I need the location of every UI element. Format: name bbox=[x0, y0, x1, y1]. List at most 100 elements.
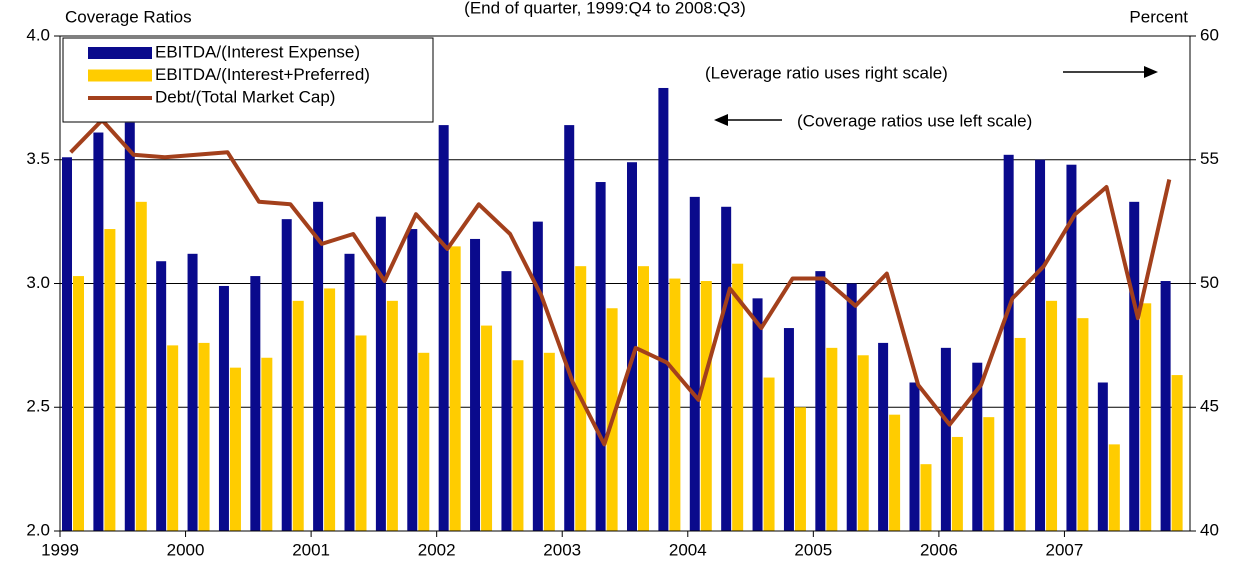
bar bbox=[1003, 154, 1014, 532]
bar bbox=[983, 417, 995, 531]
bar bbox=[250, 276, 261, 531]
arrow-head bbox=[1144, 66, 1158, 78]
bar bbox=[878, 342, 889, 531]
bar bbox=[1066, 164, 1077, 531]
bar bbox=[638, 266, 649, 531]
y2-tick-label: 40 bbox=[1200, 520, 1219, 539]
x-tick-label: 2003 bbox=[543, 540, 581, 559]
bar bbox=[595, 182, 606, 531]
annotation: (Coverage ratios use left scale) bbox=[797, 111, 1032, 130]
bar bbox=[73, 276, 84, 531]
plot-frame bbox=[59, 35, 1191, 532]
x-tick-label: 2007 bbox=[1046, 540, 1084, 559]
y2-tick-label: 50 bbox=[1200, 273, 1219, 292]
bar bbox=[763, 377, 775, 531]
bar bbox=[752, 298, 763, 531]
bar bbox=[135, 201, 147, 531]
bar bbox=[62, 157, 72, 531]
bar bbox=[889, 414, 901, 531]
bar bbox=[815, 271, 826, 531]
y-tick-label: 4.0 bbox=[26, 25, 50, 44]
bar bbox=[940, 347, 951, 531]
bar bbox=[438, 125, 449, 531]
bar bbox=[1014, 337, 1026, 531]
bar bbox=[344, 253, 355, 532]
bar bbox=[1046, 300, 1058, 531]
bar bbox=[1129, 201, 1140, 531]
y2-tick-label: 45 bbox=[1200, 397, 1219, 416]
bar bbox=[187, 253, 198, 532]
bar bbox=[355, 335, 367, 531]
bar bbox=[470, 238, 481, 531]
bar bbox=[826, 347, 838, 531]
y-tick-label: 3.5 bbox=[26, 149, 50, 168]
bar bbox=[972, 362, 983, 531]
bar bbox=[846, 283, 857, 531]
bar bbox=[501, 271, 512, 531]
bar bbox=[794, 407, 806, 531]
bar bbox=[1108, 444, 1120, 531]
bar bbox=[1035, 159, 1046, 531]
bar bbox=[1160, 281, 1171, 531]
bar bbox=[532, 221, 543, 531]
x-tick-label: 2002 bbox=[418, 540, 456, 559]
y2-tick-label: 60 bbox=[1200, 25, 1219, 44]
bar bbox=[669, 278, 681, 531]
bar bbox=[732, 263, 744, 531]
bar bbox=[857, 355, 869, 531]
bar bbox=[104, 229, 116, 532]
bar bbox=[1097, 382, 1108, 531]
bar bbox=[658, 87, 669, 531]
bar bbox=[909, 382, 920, 531]
bar bbox=[93, 132, 104, 531]
bar bbox=[418, 352, 430, 531]
legend-swatch bbox=[88, 69, 152, 82]
legend-swatch bbox=[88, 47, 152, 59]
bar bbox=[627, 162, 637, 531]
bar bbox=[407, 229, 418, 532]
bar bbox=[261, 357, 273, 531]
bar bbox=[689, 196, 700, 531]
bar bbox=[449, 246, 461, 531]
annotation: (Leverage ratio uses right scale) bbox=[705, 63, 948, 82]
bar bbox=[1077, 318, 1089, 531]
bar bbox=[313, 201, 324, 531]
bar bbox=[167, 345, 179, 531]
bar bbox=[229, 367, 241, 531]
bar bbox=[198, 342, 210, 531]
bar bbox=[1140, 303, 1152, 531]
bar bbox=[124, 122, 135, 531]
x-tick-label: 2006 bbox=[920, 540, 958, 559]
bar bbox=[218, 285, 229, 531]
bar bbox=[721, 206, 732, 531]
y-tick-label: 2.5 bbox=[26, 397, 50, 416]
y2-axis-label: Percent bbox=[1129, 7, 1188, 26]
bar bbox=[700, 281, 712, 531]
y2-tick-label: 55 bbox=[1200, 149, 1219, 168]
y-axis-label: Coverage Ratios bbox=[65, 7, 192, 26]
legend-label: Debt/(Total Market Cap) bbox=[155, 87, 335, 106]
legend-label: EBITDA/(Interest+Preferred) bbox=[155, 65, 370, 84]
line bbox=[69, 118, 1172, 447]
arrow-head bbox=[714, 114, 728, 126]
bar bbox=[481, 325, 493, 531]
chart-title: (End of quarter, 1999:Q4 to 2008:Q3) bbox=[464, 0, 746, 17]
bar bbox=[564, 125, 575, 531]
x-tick-label: 1999 bbox=[41, 540, 79, 559]
x-tick-label: 2000 bbox=[167, 540, 205, 559]
y-tick-label: 2.0 bbox=[26, 520, 50, 539]
bar bbox=[375, 216, 386, 532]
bar bbox=[783, 328, 794, 531]
bar bbox=[512, 360, 524, 531]
bar bbox=[386, 300, 398, 531]
bar bbox=[1171, 375, 1183, 531]
x-tick-label: 2005 bbox=[794, 540, 832, 559]
bar bbox=[951, 436, 963, 531]
bar bbox=[292, 300, 304, 531]
bar bbox=[543, 352, 555, 531]
legend-label: EBITDA/(Interest Expense) bbox=[155, 42, 360, 61]
bar bbox=[324, 288, 336, 531]
y-tick-label: 3.0 bbox=[26, 273, 50, 292]
x-tick-label: 2001 bbox=[292, 540, 330, 559]
